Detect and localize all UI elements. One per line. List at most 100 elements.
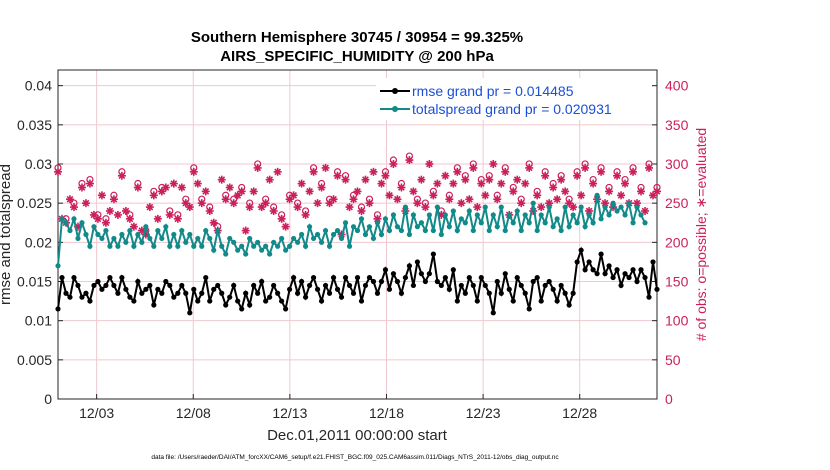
rmse-series-point [219,290,225,296]
obs-star-stroke [429,191,437,199]
obs-star-stroke [190,168,198,176]
rmse-series-point [446,286,452,292]
obs-star-stroke [641,207,649,215]
rmse-series-point [183,290,189,296]
obs-star-stroke [122,207,130,215]
obs-star-stroke [306,188,313,195]
rmse-series-point [255,290,261,296]
obs-star-stroke [262,199,270,207]
obs-star-stroke [637,188,645,195]
obs-evaluated-marker [589,179,598,188]
obs-evaluated-marker [297,179,306,188]
obs-evaluated-marker [533,191,542,200]
y-axis-ticks: 0 0.005 0.01 0.015 0.02 0.025 0.03 0.035 0.04 [17,78,63,407]
legend-box [376,78,652,120]
obs-star-stroke [617,191,625,199]
obs-star-stroke [86,180,94,187]
rmse-series-point [566,302,572,308]
rmse-series-point [454,298,460,304]
rmse-series-point [358,298,365,304]
totalspread-series-point [115,243,121,249]
rmse-series-point [582,267,588,273]
obs-evaluated-marker [621,179,630,188]
obs-evaluated-marker [333,171,342,180]
legend: rmse grand pr = 0.014485 totalspread gra… [376,78,652,120]
totalspread-series-point [243,251,249,257]
totalspread-series-point [175,243,181,249]
rmse-series-point [203,274,209,281]
rmse-series-point [67,294,73,300]
obs-star-stroke [218,176,226,184]
obs-evaluated-marker [169,179,178,188]
totalspread-series-point [370,235,377,242]
obs-evaluated-marker [473,203,482,212]
data-series [54,152,661,316]
rmse-series-point [622,271,628,277]
obs-star-stroke [278,215,286,223]
obs-star-stroke [597,168,605,176]
obs-evaluated-marker [481,191,490,200]
obs-evaluated-marker [69,203,78,212]
totalspread-series-point [179,227,185,234]
totalspread-series-point [366,224,373,230]
obs-evaluated-marker [453,167,462,176]
y-tick-label: 0.04 [25,78,52,94]
obs-star-stroke [126,215,134,223]
totalspread-series-point [550,224,556,230]
rmse-series-point [590,267,596,273]
rmse-series-point [346,282,353,289]
obs-evaluated-marker [433,179,442,188]
obs-star-stroke [525,164,533,172]
rmse-series-point [578,247,584,253]
obs-evaluated-marker [305,187,314,196]
obs-star-stroke [98,191,106,199]
obs-evaluated-marker [377,179,386,188]
rmse-series-point [295,290,301,296]
rmse-series-point [147,282,153,289]
totalspread-series-point [247,235,253,242]
obs-star-stroke [549,184,557,191]
plot-frame [57,69,658,400]
rmse-series-point [287,286,293,292]
x-tick-label: 12/28 [562,405,597,421]
totalspread-series-point [326,243,333,249]
obs-evaluated-marker [549,183,558,192]
obs-star-stroke [342,176,349,184]
rmse-series-point [610,274,616,281]
totalspread-series-point [446,224,452,230]
obs-star-stroke [605,188,613,195]
y2-tick-label: 400 [665,78,689,94]
totalspread-series-point [163,224,169,230]
rmse-series-point [135,278,141,285]
obs-evaluated-marker [629,167,638,176]
obs-star-stroke [501,168,509,176]
totalspread-series-point [390,212,397,218]
obs-evaluated-marker [465,195,474,204]
totalspread-series-point [235,247,241,253]
obs-evaluated-marker [309,167,318,176]
obs-star-stroke [322,164,329,172]
obs-star-stroke [613,172,621,180]
totalspread-series-point [462,220,468,226]
rmse-series-point [239,306,245,312]
rmse-series-point [155,286,161,292]
obs-star-stroke [577,191,585,199]
rmse-series-point [546,278,552,285]
totalspread-series-point [123,239,129,245]
rmse-series-point [87,298,93,304]
obs-star-stroke [398,184,405,191]
obs-star-stroke [485,176,493,184]
rmse-series-point [450,267,456,273]
obs-evaluated-marker [81,199,90,208]
obs-star-stroke [130,223,138,231]
obs-evaluated-marker [497,179,506,188]
legend-totalspread-label: totalspread grand pr = 0.020931 [412,101,612,117]
totalspread-series-point [634,204,640,210]
totalspread-series-point [514,208,520,214]
obs-evaluated-marker [445,195,454,204]
obs-evaluated-marker [637,187,646,196]
obs-evaluated-marker [261,199,270,208]
totalspread-series-point [87,243,93,249]
obs-evaluated-marker [245,203,254,212]
obs-evaluated-marker [221,195,230,204]
